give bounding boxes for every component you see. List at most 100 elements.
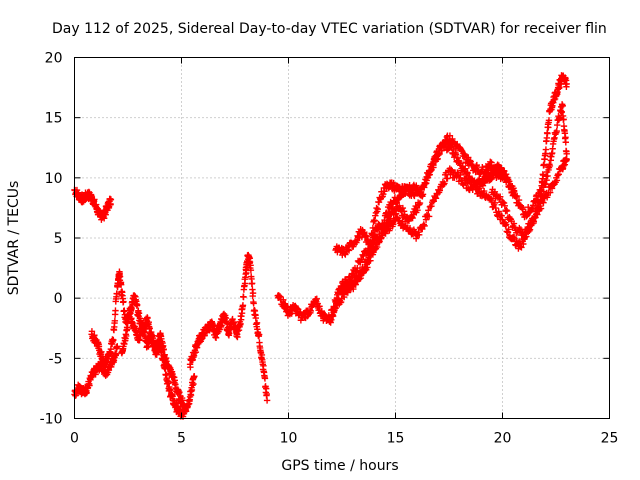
data-point — [111, 317, 119, 325]
data-point — [560, 116, 567, 123]
y-tick-label: 10 — [45, 171, 63, 187]
data-point — [409, 214, 416, 222]
data-point — [342, 251, 349, 258]
data-point — [113, 290, 121, 297]
data-point — [112, 307, 119, 314]
data-point — [358, 256, 366, 264]
data-point — [544, 172, 551, 180]
x-tick-label: 25 — [601, 431, 619, 447]
data-point — [120, 298, 127, 305]
data-point — [105, 366, 113, 374]
data-point — [513, 192, 521, 200]
data-point — [116, 273, 124, 280]
data-point — [422, 179, 430, 187]
data-point — [497, 193, 504, 200]
data-point — [107, 345, 115, 353]
data-point — [212, 334, 220, 341]
data-point — [187, 363, 194, 371]
data-point — [345, 247, 353, 254]
data-point — [453, 173, 460, 180]
data-point — [471, 182, 478, 189]
data-point — [546, 189, 554, 196]
data-point — [555, 171, 562, 178]
data-point — [369, 231, 376, 238]
data-point — [373, 243, 381, 251]
data-point — [546, 162, 554, 170]
y-tick-label: -10 — [40, 412, 63, 428]
data-point — [110, 336, 117, 344]
data-point — [422, 216, 430, 223]
data-point — [539, 171, 547, 179]
data-point — [239, 302, 247, 309]
data-point — [176, 389, 183, 396]
data-point — [537, 205, 545, 212]
data-point — [542, 146, 550, 153]
data-point — [534, 207, 541, 214]
data-point — [234, 333, 241, 341]
grid-lines — [74, 57, 610, 419]
data-point — [536, 200, 544, 207]
data-point — [91, 196, 98, 203]
data-point — [440, 181, 447, 188]
data-point — [518, 244, 525, 251]
x-tick-label: 15 — [387, 431, 405, 447]
y-tick-label: -5 — [49, 351, 63, 367]
data-point — [491, 188, 499, 196]
data-point — [487, 158, 494, 166]
y-tick-label: 0 — [54, 291, 63, 307]
data-point — [563, 156, 570, 163]
x-tick-label: 5 — [177, 431, 186, 447]
data-point — [446, 132, 454, 139]
data-point — [432, 195, 440, 202]
data-point — [351, 280, 358, 288]
y-tick-label: 5 — [54, 231, 63, 247]
x-tick-label: 20 — [494, 431, 512, 447]
data-point — [425, 213, 433, 220]
data-point — [353, 268, 360, 275]
y-tick-label: 20 — [45, 51, 63, 67]
data-point — [369, 224, 377, 232]
data-point — [399, 218, 406, 225]
data-point — [122, 332, 130, 340]
data-point — [101, 363, 109, 370]
data-point — [367, 257, 374, 264]
data-point — [441, 180, 448, 187]
data-point — [191, 373, 198, 380]
data-point — [492, 204, 499, 212]
data-point — [374, 205, 381, 213]
data-point — [436, 150, 443, 158]
data-point — [160, 346, 167, 353]
data-point — [539, 192, 546, 200]
data-point — [521, 234, 528, 241]
data-point — [260, 362, 267, 370]
data-point — [344, 280, 352, 287]
data-point — [406, 224, 414, 232]
data-point — [351, 272, 358, 279]
data-point — [530, 218, 538, 225]
y-tick-label: 15 — [45, 111, 63, 127]
data-point — [382, 230, 389, 237]
data-point — [307, 307, 315, 315]
data-point — [562, 139, 569, 146]
data-point — [380, 190, 387, 198]
data-point — [263, 390, 270, 398]
data-point — [263, 397, 271, 404]
data-point — [544, 130, 551, 137]
data-point — [124, 326, 131, 333]
data-point — [341, 284, 348, 291]
data-point — [532, 211, 540, 218]
data-point — [393, 213, 401, 221]
data-point — [243, 269, 250, 277]
data-point — [166, 386, 174, 394]
data-point — [420, 221, 427, 228]
data-point — [137, 317, 145, 324]
data-point — [201, 331, 208, 339]
data-point — [144, 314, 151, 322]
data-point — [471, 183, 479, 190]
data-point — [480, 187, 488, 195]
x-axis-label: GPS time / hours — [281, 458, 398, 474]
data-point — [457, 171, 464, 179]
data-point — [390, 221, 397, 228]
axis-ticks: 0 5 10 15 20 25 -10 -5 0 5 10 15 20 — [40, 51, 619, 447]
data-point — [165, 379, 172, 387]
